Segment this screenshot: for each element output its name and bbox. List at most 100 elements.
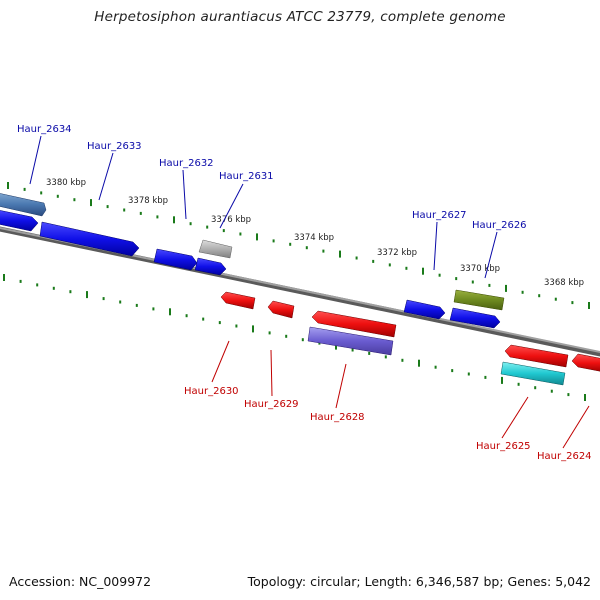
scale-minor-tick [467, 372, 470, 376]
scale-major-tick [169, 308, 171, 316]
scale-minor-tick [534, 386, 537, 390]
scale-minor-tick [554, 297, 557, 301]
scale-minor-tick [285, 334, 288, 338]
scale-major-tick [256, 233, 258, 241]
scale-minor-tick [305, 246, 308, 250]
scale-major-tick [86, 291, 88, 299]
scale-minor-tick [23, 187, 26, 191]
label-haur-2631[interactable]: Haur_2631 [219, 171, 274, 182]
gene-2626-olive[interactable] [453, 289, 505, 311]
gene-2634[interactable] [0, 193, 47, 217]
scale-minor-tick [322, 249, 325, 253]
scale-minor-tick [567, 393, 570, 397]
scale-minor-tick [401, 358, 404, 362]
label-haur-2628[interactable]: Haur_2628 [310, 412, 365, 423]
scale-minor-tick [239, 232, 242, 236]
scale-major-tick [90, 199, 92, 207]
scale-minor-tick [102, 297, 105, 301]
label-haur-2633[interactable]: Haur_2633 [87, 141, 142, 152]
scale-minor-tick [268, 331, 271, 335]
gene-2633[interactable] [39, 221, 140, 257]
gene-2628-purple[interactable] [307, 326, 394, 356]
scale-minor-tick [73, 198, 76, 202]
gene-2625-cyan[interactable] [500, 361, 566, 386]
gene-2633-a[interactable] [0, 210, 39, 232]
forward-genes [0, 193, 505, 329]
scale-minor-tick [152, 307, 155, 311]
gene-2631-grey[interactable] [198, 239, 233, 259]
scale-major-tick [501, 376, 503, 384]
scale-minor-tick [301, 338, 304, 342]
forward-labels: Haur_2634 Haur_2633 Haur_2632 Haur_2631 … [17, 124, 527, 231]
scale-minor-tick [156, 215, 159, 219]
scale-minor-tick [185, 314, 188, 318]
scale-minor-tick [106, 205, 109, 209]
scale-label-3372: 3372 kbp [377, 248, 417, 258]
scale-minor-tick [218, 321, 221, 325]
scale-minor-tick [538, 294, 541, 298]
scale-major-tick [3, 274, 5, 281]
scale-minor-tick [119, 300, 122, 304]
reverse-labels: Haur_2630 Haur_2629 Haur_2628 Haur_2625 … [184, 386, 592, 462]
genome-title: Herpetosiphon aurantiacus ATCC 23779, co… [94, 9, 506, 25]
label-haur-2627[interactable]: Haur_2627 [412, 210, 467, 221]
scale-minor-tick [471, 280, 474, 284]
scale-minor-tick [40, 191, 43, 195]
scale-minor-tick [139, 211, 142, 215]
reverse-genes [220, 291, 600, 386]
forward-leaders [29, 135, 498, 279]
scale-major-tick [505, 284, 507, 292]
gene-2624[interactable] [571, 353, 600, 372]
scale-minor-tick [69, 290, 72, 294]
accession-text: Accession: NC_009972 [9, 574, 152, 589]
genome-summary-text: Topology: circular; Length: 6,346,587 bp… [247, 574, 591, 589]
scale-minor-tick [351, 348, 354, 352]
scale-minor-tick [135, 303, 138, 307]
gene-2632[interactable] [153, 248, 198, 271]
scale-label-3378: 3378 kbp [128, 196, 168, 206]
gene-2630[interactable] [220, 291, 256, 310]
scale-minor-tick [123, 208, 126, 212]
scale-minor-tick [222, 229, 225, 233]
scale-minor-tick [355, 256, 358, 260]
scale-major-tick [335, 342, 337, 350]
scale-minor-tick [550, 389, 553, 393]
scale-minor-tick [202, 317, 205, 321]
label-haur-2629[interactable]: Haur_2629 [244, 399, 299, 410]
gene-2629[interactable] [267, 300, 295, 319]
genome-backbone-shadow [0, 226, 600, 357]
scale-major-tick [588, 302, 590, 309]
scale-minor-tick [36, 283, 39, 287]
label-haur-2625[interactable]: Haur_2625 [476, 441, 531, 452]
label-haur-2624[interactable]: Haur_2624 [537, 451, 592, 462]
scale-major-tick [584, 394, 586, 401]
scale-minor-tick [571, 301, 574, 305]
scale-minor-tick [438, 273, 441, 277]
scale-minor-tick [434, 365, 437, 369]
scale-major-tick [339, 250, 341, 258]
scale-major-tick [418, 359, 420, 367]
gene-2627[interactable] [403, 299, 446, 320]
scale-minor-tick [235, 324, 238, 328]
gene-2631[interactable] [194, 257, 227, 276]
gene-2626[interactable] [449, 307, 501, 329]
scale-minor-tick [388, 263, 391, 267]
scale-minor-tick [517, 382, 520, 386]
label-haur-2632[interactable]: Haur_2632 [159, 158, 214, 169]
scale-minor-tick [289, 242, 292, 246]
scale-label-3376: 3376 kbp [211, 215, 251, 225]
scale-minor-tick [206, 225, 209, 229]
label-haur-2634[interactable]: Haur_2634 [17, 124, 72, 135]
scale-minor-tick [521, 290, 524, 294]
scale-minor-tick [384, 355, 387, 359]
scale-label-3374: 3374 kbp [294, 233, 334, 243]
scale-major-tick [252, 325, 254, 333]
scale-label-3368: 3368 kbp [544, 278, 584, 288]
label-haur-2630[interactable]: Haur_2630 [184, 386, 239, 397]
gene-2625[interactable] [504, 344, 569, 368]
label-haur-2626[interactable]: Haur_2626 [472, 220, 527, 231]
scale-ticks-lower [3, 274, 586, 401]
gene-2628[interactable] [311, 310, 397, 338]
